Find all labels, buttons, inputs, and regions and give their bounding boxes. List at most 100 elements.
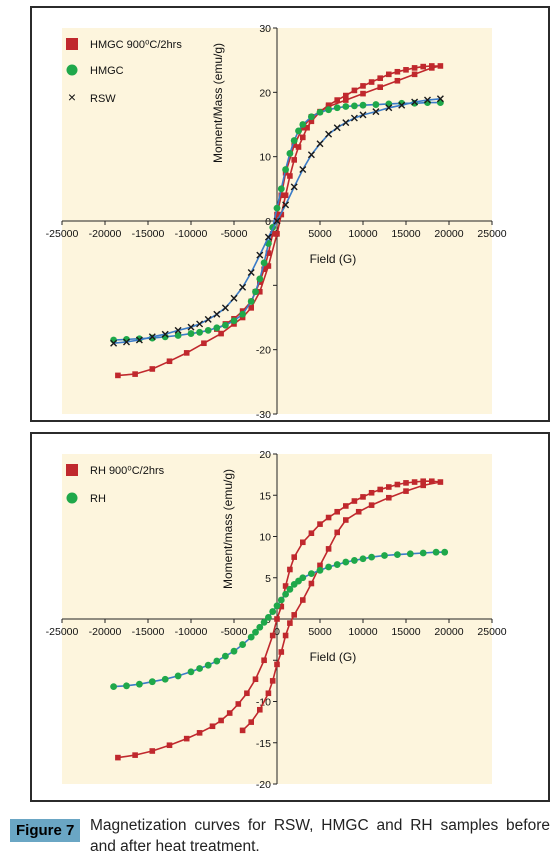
data-point (368, 489, 375, 496)
x-axis-label: Field (G) (310, 650, 357, 664)
data-point (436, 95, 444, 103)
data-point (308, 113, 315, 121)
data-point (222, 652, 229, 660)
data-point (132, 752, 138, 758)
data-point (291, 554, 297, 560)
data-point (204, 326, 212, 334)
data-point (248, 719, 254, 725)
data-point (420, 63, 426, 70)
data-point (286, 150, 294, 157)
data-point (260, 618, 268, 626)
figure-label: Figure 7 (10, 819, 81, 842)
data-point (403, 67, 409, 73)
y-tick-label: -30 (256, 409, 271, 420)
data-point (123, 682, 130, 690)
x-tick-label: -20000 (89, 228, 122, 240)
data-point (360, 90, 366, 97)
data-point (429, 478, 435, 485)
data-point (149, 366, 156, 372)
data-point (360, 83, 366, 89)
x-tick-label: 20000 (434, 626, 463, 638)
data-point (247, 633, 255, 641)
data-point (123, 338, 130, 346)
data-point (386, 71, 392, 78)
x-tick-label: -15000 (132, 228, 165, 240)
data-point (282, 166, 289, 173)
data-point (247, 268, 255, 276)
x-tick-label: 5000 (308, 626, 332, 638)
data-point (209, 723, 216, 730)
data-point (368, 502, 375, 508)
data-point (274, 211, 280, 218)
data-point (359, 111, 367, 119)
legend-marker-square (66, 464, 78, 476)
x-tick-label: 25000 (477, 228, 506, 240)
data-point (308, 530, 315, 536)
legend-label: RSW (90, 93, 116, 105)
legend-label: HMGC (90, 65, 124, 77)
data-point (325, 546, 332, 552)
data-point (343, 97, 349, 103)
data-point (230, 647, 238, 655)
data-point (368, 553, 375, 561)
data-point (149, 748, 156, 754)
x-tick-label: -15000 (132, 626, 165, 638)
data-point (235, 701, 242, 707)
data-point (299, 121, 307, 128)
data-point (368, 79, 375, 85)
data-point (307, 151, 315, 159)
x-tick-label: -5000 (221, 228, 248, 240)
data-point (278, 649, 285, 655)
x-axis-label: Field (G) (310, 252, 357, 266)
data-point (286, 585, 294, 593)
data-point (148, 678, 156, 686)
data-point (386, 494, 392, 501)
data-point (372, 108, 380, 116)
data-point (290, 137, 298, 144)
y-tick-label: -15 (256, 738, 271, 750)
data-point (359, 555, 367, 563)
data-point (239, 283, 247, 291)
data-point (411, 71, 418, 78)
data-point (269, 678, 276, 684)
x-tick-label: -10000 (175, 228, 208, 240)
data-point (333, 104, 341, 112)
legend-label: HMGC 900⁰C/2hrs (90, 39, 182, 51)
data-point (424, 96, 431, 104)
data-point (403, 488, 409, 494)
data-point (394, 481, 401, 488)
data-point (325, 563, 332, 571)
data-point (204, 315, 212, 323)
data-point (334, 97, 340, 103)
x-tick-label: 15000 (391, 228, 420, 240)
caption-text: Magnetization curves for RSW, HMGC and R… (90, 817, 550, 855)
data-point (218, 330, 224, 337)
data-point (261, 657, 267, 664)
data-point (377, 84, 383, 90)
data-point (441, 548, 449, 556)
data-point (299, 166, 307, 174)
data-point (239, 727, 246, 734)
data-point (273, 204, 281, 212)
data-point (342, 558, 350, 566)
data-point (273, 217, 281, 225)
data-point (308, 570, 315, 578)
series-3-group (110, 95, 444, 347)
x-tick-label: -25000 (46, 626, 79, 638)
data-point (282, 192, 289, 199)
x-tick-label: 10000 (348, 626, 377, 638)
y-tick-label: 0 (265, 216, 271, 228)
data-point (213, 657, 221, 665)
data-point (248, 305, 254, 311)
data-point (403, 480, 409, 486)
data-point (351, 87, 358, 94)
data-point (257, 706, 263, 713)
data-point (351, 498, 358, 504)
data-point (287, 620, 293, 626)
data-point (256, 275, 264, 283)
data-point (334, 529, 340, 536)
data-point (287, 566, 293, 573)
data-point (166, 742, 173, 749)
data-point (277, 185, 285, 193)
data-point (295, 144, 302, 150)
